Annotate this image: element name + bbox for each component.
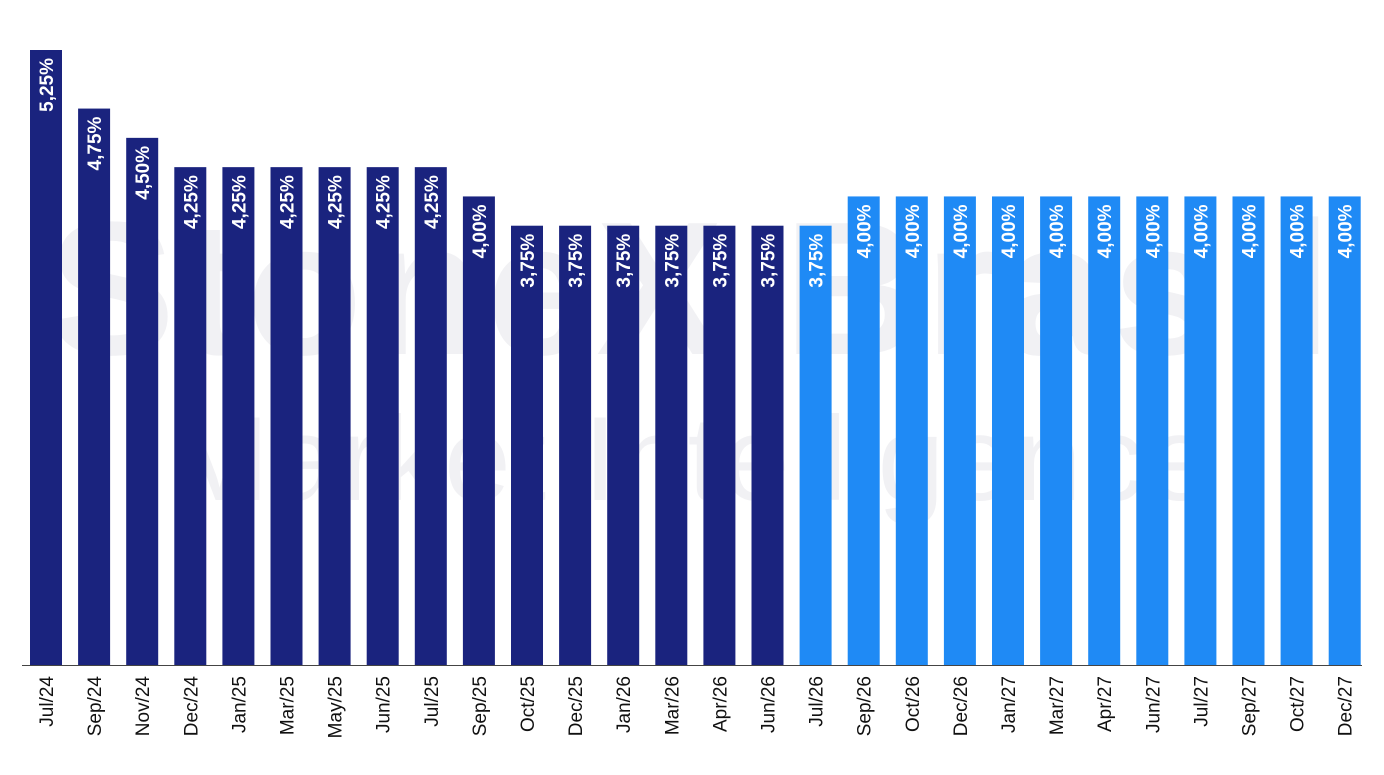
bar-value-label: 4,00% <box>951 204 972 258</box>
x-tick-label: Jul/25 <box>422 676 443 727</box>
bar-value-label: 4,25% <box>181 175 202 229</box>
bar-labels-group: 5,25% 4,75% 4,50% 4,25% 4,25% 4,25% 4,25% 4,25%… <box>37 58 1357 288</box>
bar-value-label: 4,00% <box>999 204 1020 258</box>
bar-value-label: 4,25% <box>422 175 443 229</box>
x-tick-label: Jun/27 <box>1143 676 1164 733</box>
bar-Apr-27 <box>1088 196 1121 665</box>
bar-Nov-24 <box>126 137 159 666</box>
x-tick-label: Jan/27 <box>999 676 1020 733</box>
bar-Dec-27 <box>1328 196 1361 665</box>
x-tick-label: Mar/25 <box>278 676 299 735</box>
bar-value-label: 4,00% <box>1143 204 1164 258</box>
bar-value-label: 3,75% <box>662 234 683 288</box>
bar-value-label: 4,50% <box>133 146 154 200</box>
bar-value-label: 4,25% <box>374 175 395 229</box>
x-tick-label: Jul/24 <box>37 676 58 727</box>
bar-value-label: 3,75% <box>807 234 828 288</box>
x-tick-label: Jan/26 <box>614 676 635 733</box>
bar-value-label: 4,00% <box>1240 204 1261 258</box>
x-tick-label: Jul/27 <box>1191 676 1212 727</box>
bar-value-label: 4,00% <box>903 204 924 258</box>
x-tick-label: Mar/27 <box>1047 676 1068 735</box>
bar-value-label: 3,75% <box>614 234 635 288</box>
bar-Apr-26 <box>703 225 736 665</box>
x-tick-labels-group: Jul/24 Sep/24 Nov/24 Dec/24 Jan/25 Mar/25 May/… <box>37 676 1357 739</box>
bar-Jan-26 <box>607 225 640 665</box>
x-tick-label: Jun/26 <box>759 676 780 733</box>
bar-value-label: 3,75% <box>710 234 731 288</box>
x-tick-label: Nov/24 <box>133 676 154 737</box>
bar-Mar-25 <box>270 167 303 665</box>
x-tick-label: Dec/27 <box>1336 676 1357 736</box>
x-tick-label: Oct/26 <box>903 676 924 732</box>
bar-Oct-26 <box>895 196 928 665</box>
bar-Oct-27 <box>1280 196 1313 665</box>
bar-Jul-27 <box>1184 196 1217 665</box>
bar-value-label: 4,00% <box>855 204 876 258</box>
bar-value-label: 4,00% <box>1095 204 1116 258</box>
bar-Jun-27 <box>1136 196 1169 665</box>
bar-value-label: 3,75% <box>518 234 539 288</box>
x-tick-label: Sep/25 <box>470 676 491 736</box>
x-tick-label: Dec/24 <box>181 676 202 737</box>
bar-Sep-24 <box>78 108 111 665</box>
bar-Sep-27 <box>1232 196 1265 665</box>
x-tick-label: Mar/26 <box>662 676 683 735</box>
bar-Jun-26 <box>751 225 784 665</box>
x-tick-label: Oct/25 <box>518 676 539 732</box>
bar-value-label: 4,25% <box>278 175 299 229</box>
bar-value-label: 4,00% <box>1047 204 1068 258</box>
x-tick-label: Sep/26 <box>855 676 876 736</box>
x-tick-label: Jan/25 <box>229 676 250 733</box>
bar-Sep-25 <box>462 196 495 665</box>
bar-value-label: 4,25% <box>229 175 250 229</box>
bar-Jul-24 <box>30 50 62 665</box>
bar-Dec-24 <box>174 167 207 665</box>
x-tick-label: Jul/26 <box>807 676 828 727</box>
bar-Sep-26 <box>847 196 880 665</box>
x-tick-label: Oct/27 <box>1288 676 1309 732</box>
x-tick-label: Jun/25 <box>374 676 395 733</box>
bar-value-label: 4,25% <box>326 175 347 229</box>
bar-Jan-25 <box>222 167 255 665</box>
bar-value-label: 4,00% <box>1288 204 1309 258</box>
bar-Jan-27 <box>992 196 1024 665</box>
x-tick-label: Sep/24 <box>85 676 106 737</box>
bar-Jul-26 <box>799 225 832 665</box>
x-tick-label: Dec/25 <box>566 676 587 736</box>
x-tick-label: May/25 <box>326 676 347 738</box>
bar-Dec-25 <box>559 225 592 665</box>
bar-value-label: 4,75% <box>85 116 106 170</box>
bar-Jul-25 <box>414 167 447 665</box>
x-tick-label: Apr/26 <box>710 676 731 732</box>
x-tick-label: Apr/27 <box>1095 676 1116 732</box>
x-tick-label: Sep/27 <box>1240 676 1261 736</box>
bars-group <box>30 50 1361 666</box>
bar-Oct-25 <box>511 225 543 665</box>
x-tick-label: Dec/26 <box>951 676 972 736</box>
bar-value-label: 5,25% <box>37 58 58 112</box>
bar-Jun-25 <box>366 167 399 665</box>
bar-Dec-26 <box>943 196 976 665</box>
bar-value-label: 4,00% <box>470 204 491 258</box>
bar-value-label: 4,00% <box>1336 204 1357 258</box>
bar-May-25 <box>318 167 351 665</box>
bar-value-label: 3,75% <box>759 234 780 288</box>
bar-value-label: 4,00% <box>1191 204 1212 258</box>
bar-value-label: 3,75% <box>566 234 587 288</box>
bar-Mar-27 <box>1040 196 1073 665</box>
bar-Mar-26 <box>655 225 688 665</box>
